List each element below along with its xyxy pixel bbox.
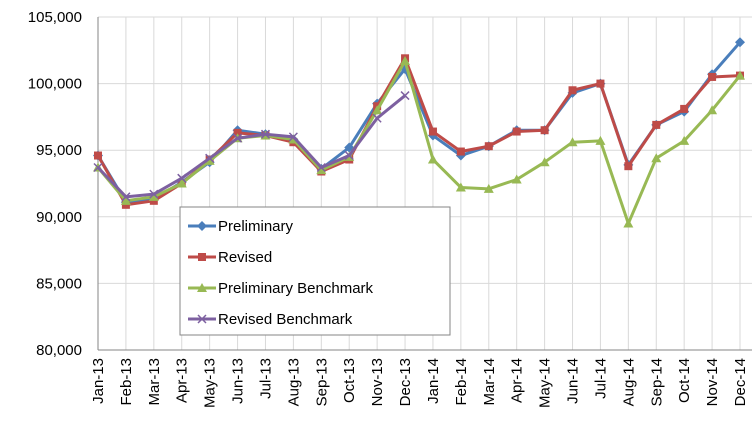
data-point	[344, 150, 354, 161]
data-point	[484, 142, 493, 151]
data-point	[148, 191, 159, 201]
data-point	[511, 174, 522, 184]
legend-label: Preliminary	[218, 218, 294, 235]
data-point	[316, 162, 326, 173]
data-point	[708, 72, 717, 81]
x-tick-label: Sep-14	[648, 358, 665, 406]
data-point	[735, 37, 745, 48]
x-tick-label: Feb-13	[118, 358, 135, 406]
data-point	[624, 162, 633, 171]
x-tick-label: Aug-13	[285, 358, 302, 406]
data-point	[427, 154, 438, 164]
x-tick-label: Nov-14	[704, 358, 721, 406]
legend-label: Revised	[218, 249, 272, 266]
data-point	[120, 195, 131, 205]
y-tick-label: 95,000	[36, 142, 82, 159]
x-tick-label: Jul-14	[592, 358, 609, 399]
data-point	[652, 120, 661, 129]
data-point	[679, 135, 690, 145]
data-point	[205, 153, 215, 163]
x-tick-label: Oct-13	[341, 358, 358, 403]
data-point	[94, 151, 102, 160]
data-point	[400, 55, 411, 65]
y-tick-label: 80,000	[36, 342, 82, 359]
x-tick-label: Sep-13	[313, 358, 330, 406]
data-point	[372, 105, 383, 115]
legend-label: Preliminary Benchmark	[218, 280, 374, 297]
x-tick-label: Feb-14	[453, 358, 470, 406]
data-point	[316, 165, 327, 175]
legend-marker	[197, 314, 207, 324]
legend-label: Revised Benchmark	[218, 311, 353, 328]
data-point	[233, 133, 243, 143]
x-tick-label: Dec-14	[732, 358, 749, 406]
x-tick-label: Mar-13	[146, 358, 163, 406]
series-line	[96, 94, 406, 199]
x-tick-label: Jun-13	[230, 358, 247, 404]
x-tick-label: Oct-14	[676, 358, 693, 403]
legend-box	[179, 206, 451, 336]
x-tick-label: Apr-14	[509, 358, 526, 403]
data-point	[568, 86, 577, 95]
data-point	[428, 127, 437, 136]
legend-marker	[197, 283, 207, 292]
data-point	[567, 137, 578, 147]
x-tick-label: Jul-13	[257, 358, 274, 399]
y-tick-label: 85,000	[36, 275, 82, 292]
data-point	[93, 162, 103, 173]
data-point	[596, 79, 605, 88]
data-point	[540, 126, 549, 135]
data-point	[680, 104, 689, 113]
data-point	[149, 189, 159, 199]
legend-marker	[197, 221, 207, 231]
data-point	[512, 127, 521, 136]
data-point	[735, 70, 745, 80]
data-point	[288, 132, 298, 142]
data-point	[121, 192, 131, 202]
y-tick-label: 105,000	[28, 9, 82, 26]
data-point	[176, 178, 187, 188]
x-tick-label: Dec-13	[397, 358, 414, 406]
data-point	[455, 182, 466, 192]
data-point	[651, 153, 662, 163]
data-point	[204, 155, 215, 165]
data-point	[707, 105, 718, 115]
x-tick-label: Apr-13	[174, 358, 191, 403]
x-tick-label: Mar-14	[481, 358, 498, 406]
data-point	[456, 147, 465, 156]
x-tick-label: Nov-13	[369, 358, 386, 406]
data-point	[623, 218, 634, 228]
data-point	[372, 113, 382, 123]
data-point	[233, 128, 242, 137]
data-point	[177, 173, 187, 183]
x-tick-label: Jun-14	[565, 358, 582, 404]
legend-marker	[198, 253, 206, 261]
data-point	[483, 183, 494, 193]
x-tick-label: May-14	[537, 358, 554, 408]
data-point	[539, 157, 550, 167]
data-point	[260, 129, 271, 139]
data-point	[400, 91, 410, 101]
x-tick-label: May-13	[202, 358, 219, 408]
data-point	[595, 135, 606, 145]
x-tick-label: Jan-13	[90, 358, 107, 404]
y-tick-label: 100,000	[28, 76, 82, 93]
x-tick-label: Aug-14	[620, 358, 637, 406]
x-tick-label: Jan-14	[425, 358, 442, 404]
y-tick-label: 90,000	[36, 209, 82, 226]
